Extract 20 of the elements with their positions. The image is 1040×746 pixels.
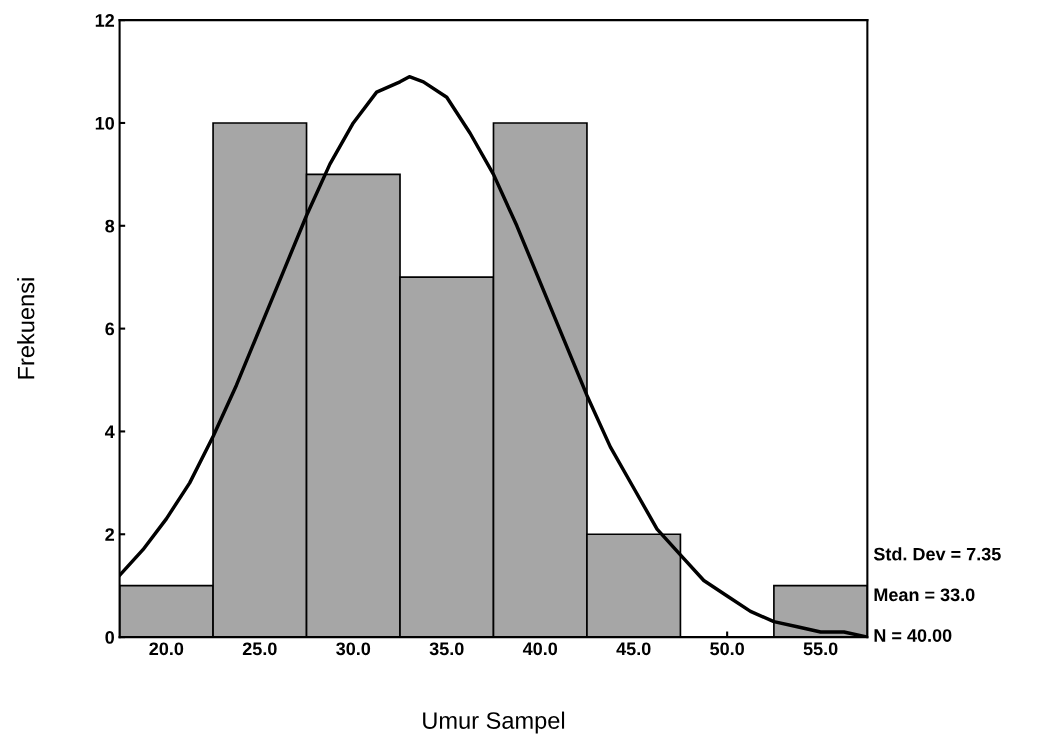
y-tick-label: 10 <box>95 116 114 130</box>
x-tick-label: 50.0 <box>710 642 744 656</box>
x-tick-label: 35.0 <box>429 642 464 656</box>
y-tick-label: 8 <box>105 219 115 233</box>
text: N = 40.00 <box>874 629 952 642</box>
y-tick-label: 12 <box>95 14 115 27</box>
x-tick-label: 40.0 <box>522 642 558 656</box>
x-tick-label: 55.0 <box>803 642 838 656</box>
x-tick-label: 45.0 <box>616 642 651 656</box>
x-tick-label: 20.0 <box>149 642 184 656</box>
y-tick-label: 0 <box>105 631 114 644</box>
y-tick-label: 2 <box>105 528 115 541</box>
text: Std. Dev = 7.35 <box>873 547 1001 561</box>
y-axis-title: Frekuensi <box>17 278 35 379</box>
y-tick-label: 6 <box>105 322 115 336</box>
x-tick-label: 30.0 <box>336 642 371 656</box>
x-axis-title: Umur Sampel <box>423 711 565 734</box>
x-tick-label: 25.0 <box>242 642 277 656</box>
text: Mean = 33.0 <box>874 588 975 602</box>
y-tick-label: 4 <box>104 425 115 438</box>
